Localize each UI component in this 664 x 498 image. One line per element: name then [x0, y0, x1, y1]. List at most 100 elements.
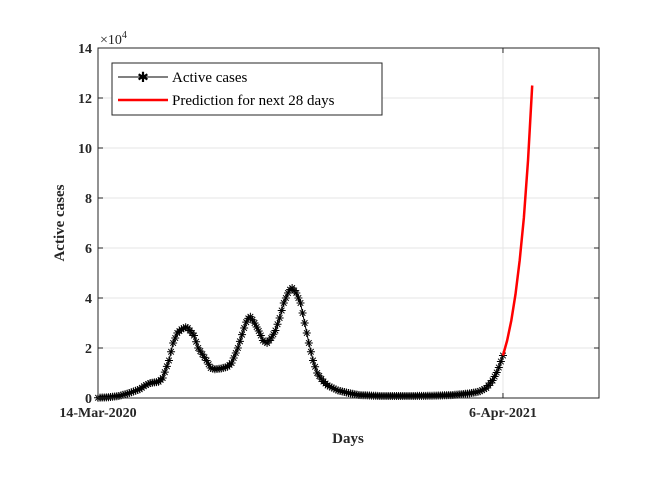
y-tick-label: 6 — [85, 242, 92, 257]
data-point — [261, 337, 269, 346]
data-point — [119, 390, 128, 399]
data-point — [279, 299, 288, 307]
data-point — [296, 299, 305, 307]
data-point — [331, 385, 340, 394]
data-point — [496, 357, 505, 366]
data-point — [196, 347, 205, 356]
data-point — [250, 319, 259, 327]
y-tick-label: 0 — [85, 392, 92, 407]
data-point — [277, 306, 286, 315]
data-point — [476, 387, 485, 396]
x-tick-label: 6-Apr-2021 — [469, 406, 537, 421]
data-point — [127, 388, 136, 397]
data-point — [498, 351, 507, 360]
data-point — [158, 374, 167, 382]
data-point — [281, 294, 290, 302]
data-point — [167, 347, 176, 356]
data-point — [229, 354, 238, 362]
data-point — [246, 312, 255, 321]
data-point — [116, 391, 125, 400]
data-point — [252, 323, 261, 331]
data-point — [329, 384, 338, 393]
data-point — [309, 356, 318, 365]
y-tick-label: 10 — [78, 142, 92, 157]
data-point — [190, 331, 199, 340]
data-point — [488, 376, 497, 385]
data-point — [160, 368, 169, 377]
legend: ✱ Active cases Prediction for next 28 da… — [111, 62, 383, 116]
data-point — [300, 319, 309, 327]
y-tick-label: 12 — [78, 92, 92, 107]
data-point — [164, 356, 173, 365]
data-point — [114, 392, 123, 400]
data-point — [200, 353, 209, 362]
data-point — [313, 369, 322, 377]
data-point — [179, 324, 188, 333]
data-point — [221, 363, 230, 372]
data-point — [304, 339, 313, 347]
data-point — [171, 334, 180, 342]
data-point — [123, 389, 132, 398]
y-tick-label: 14 — [78, 42, 92, 57]
legend-marker-active: ✱ — [137, 70, 149, 86]
data-point — [219, 363, 228, 372]
data-point — [231, 349, 240, 357]
data-point — [142, 381, 151, 389]
data-point — [192, 337, 201, 346]
y-axis-label: Active cases — [52, 184, 68, 261]
data-point — [240, 324, 249, 332]
data-point — [177, 325, 186, 334]
data-point — [133, 386, 142, 394]
y-exponent-power: 4 — [122, 30, 127, 41]
data-point — [208, 364, 217, 373]
data-point — [267, 334, 276, 342]
data-point — [181, 323, 190, 332]
data-point — [233, 344, 242, 352]
y-tick-label: 2 — [85, 342, 92, 357]
plot-area-frame — [97, 47, 600, 399]
data-point — [298, 309, 307, 317]
data-point — [478, 386, 487, 395]
data-point — [273, 320, 282, 329]
data-point — [162, 362, 171, 371]
data-point — [494, 363, 503, 372]
data-point — [480, 385, 489, 394]
data-point — [125, 389, 134, 397]
data-point — [275, 314, 284, 322]
data-point — [235, 337, 244, 346]
data-point — [217, 364, 226, 373]
data-point — [139, 382, 148, 391]
data-point — [131, 386, 140, 395]
data-point — [490, 372, 499, 381]
data-point — [254, 327, 263, 335]
legend-label-active: Active cases — [172, 70, 248, 86]
data-point — [248, 315, 257, 324]
data-point — [202, 356, 211, 365]
legend-label-prediction: Prediction for next 28 days — [172, 93, 335, 109]
data-point — [492, 368, 501, 377]
data-point — [144, 380, 153, 388]
data-point — [292, 289, 301, 297]
y-exponent-label: ×104 — [100, 30, 127, 48]
data-point — [238, 330, 247, 339]
data-point — [121, 390, 130, 399]
data-point — [227, 359, 236, 367]
data-point — [306, 347, 315, 356]
data-point — [473, 387, 482, 396]
data-point — [204, 360, 213, 369]
legend-box — [111, 62, 383, 116]
y-exponent-base: ×10 — [100, 33, 122, 48]
ticks — [97, 47, 599, 399]
data-point — [283, 289, 292, 297]
data-point — [315, 372, 324, 380]
data-point — [325, 382, 334, 391]
data-point — [242, 318, 251, 327]
y-tick-label: 4 — [85, 292, 92, 307]
data-point — [327, 383, 336, 392]
data-point — [194, 344, 203, 352]
data-point — [256, 331, 265, 340]
data-point — [311, 362, 320, 371]
data-point — [129, 387, 138, 396]
tick-labels: 0 2 4 6 8 10 12 14 14-Mar-2020 6-Apr-2021 — [59, 42, 537, 421]
